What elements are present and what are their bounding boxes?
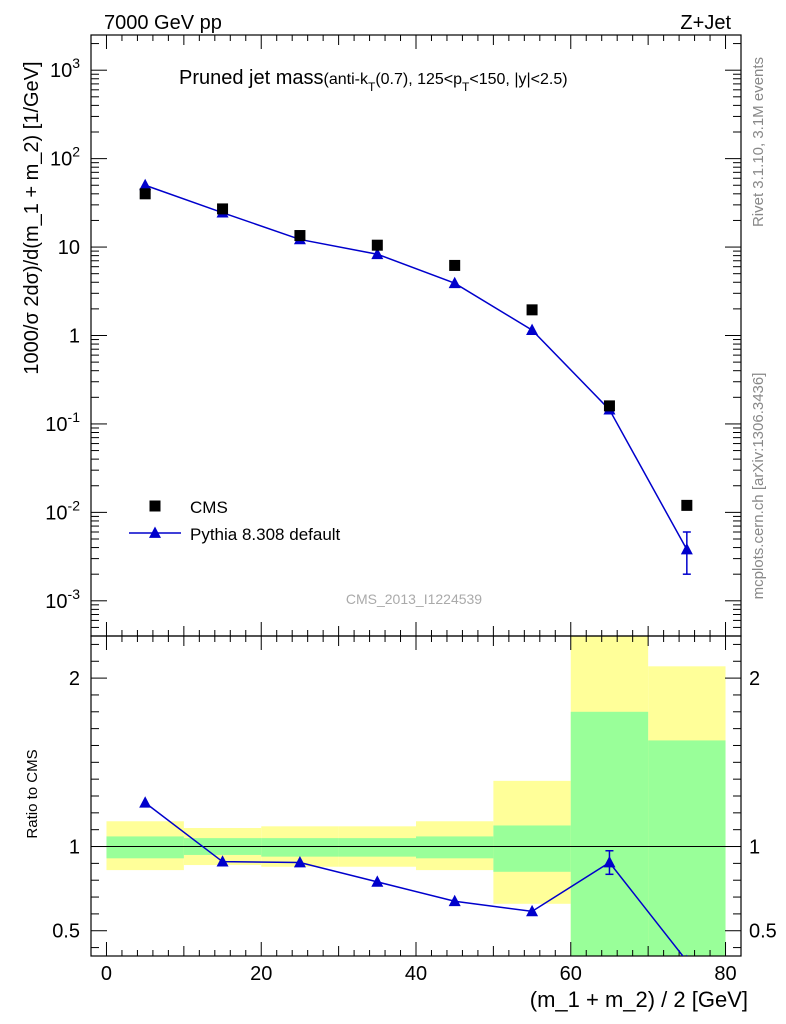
ratio-point — [526, 904, 539, 917]
main-y-tick-label: 10 — [58, 237, 80, 259]
x-tick-label: 60 — [560, 963, 582, 985]
cms-point — [681, 499, 693, 511]
ratio-point — [139, 796, 152, 808]
analysis-watermark: CMS_2013_I1224539 — [346, 591, 482, 607]
ratio-y-tick-label: 0.5 — [52, 921, 80, 943]
ratio-band-inner — [570, 711, 649, 956]
cms-point — [603, 400, 615, 412]
ratio-band-inner — [648, 740, 726, 956]
cms-point — [449, 259, 461, 271]
main-y-tick-label: 10-2 — [45, 497, 80, 524]
x-tick-label: 20 — [250, 963, 272, 985]
x-axis-label: (m_1 + m_2) / 2 [GeV] — [530, 987, 748, 1012]
legend-pythia-label: Pythia 8.308 default — [190, 525, 341, 544]
ratio-y-tick-label-right: 1 — [749, 837, 760, 859]
mcplots-label: mcplots.cern.ch [arXiv:1306.3436] — [750, 373, 767, 600]
ratio-point — [686, 954, 688, 956]
pythia-point — [526, 323, 539, 335]
main-y-tick-label: 10-1 — [45, 409, 80, 436]
main-y-tick-label: 102 — [50, 144, 80, 171]
ratio-point — [293, 856, 306, 868]
ratio-line — [144, 802, 684, 956]
ratio-band-inner — [416, 836, 494, 859]
pythia-point — [448, 276, 461, 289]
ratio-band-inner — [338, 838, 416, 857]
ratio-band-inner — [106, 836, 184, 859]
main-plot-frame — [90, 34, 742, 637]
cms-point — [139, 188, 151, 200]
main-y-tick-label: 10-3 — [45, 586, 80, 613]
cms-point — [294, 230, 306, 242]
ratio-band-inner — [493, 825, 571, 872]
main-y-axis-label: 1000/σ 2dσ)/d(m_1 + m_2) [1/GeV] — [21, 61, 43, 374]
pythia-point — [139, 178, 152, 191]
ratio-y-tick-label-right: 2 — [749, 668, 760, 690]
ratio-y-tick-label-right: 0.5 — [749, 921, 777, 943]
ratio-y-tick-label: 1 — [69, 837, 80, 859]
pythia-line — [144, 184, 688, 550]
ratio-y-tick-label: 2 — [69, 668, 80, 690]
x-tick-label: 0 — [101, 963, 112, 985]
ratio-point — [448, 894, 461, 907]
header-right: Z+Jet — [680, 12, 731, 34]
pythia-point — [680, 543, 693, 555]
rivet-label: Rivet 3.1.10, 3.1M events — [750, 57, 767, 227]
ratio-band-inner — [261, 838, 339, 857]
legend-pythia-marker — [149, 526, 161, 538]
ratio-y-axis-label: Ratio to CMS — [24, 749, 41, 838]
pythia-point — [371, 247, 384, 260]
plot-title: Pruned jet mass(anti-kT(0.7), 125<pT<150… — [179, 67, 568, 94]
cms-point — [371, 239, 383, 251]
ratio-point — [603, 856, 616, 868]
main-y-tick-label: 1 — [69, 326, 80, 348]
header-left: 7000 GeV pp — [104, 12, 222, 34]
ratio-point — [216, 855, 229, 867]
ratio-point — [371, 875, 384, 887]
x-tick-label: 80 — [714, 963, 736, 985]
cms-point — [526, 304, 538, 316]
x-tick-label: 40 — [405, 963, 427, 985]
main-y-tick-label: 103 — [50, 55, 80, 82]
legend-cms-marker — [149, 500, 161, 512]
cms-point — [217, 203, 229, 215]
legend-cms-label: CMS — [190, 498, 228, 517]
